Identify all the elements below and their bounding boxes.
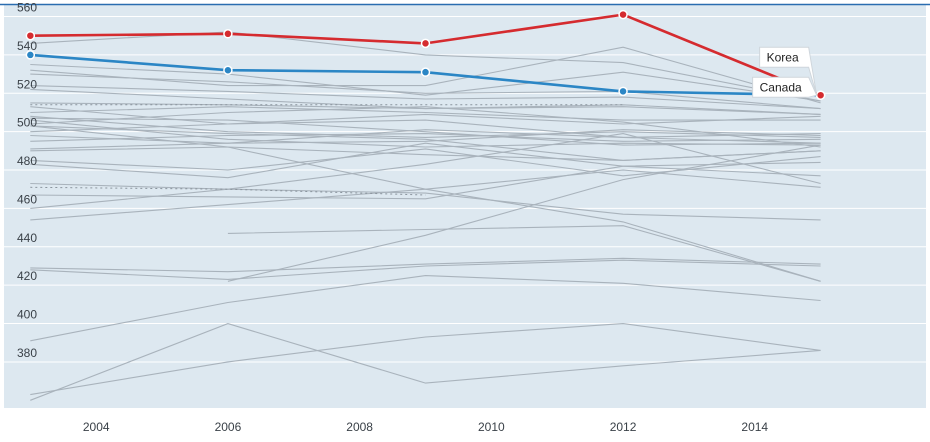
background-series-line-5 bbox=[30, 85, 821, 110]
korea-label-text: Korea bbox=[767, 51, 799, 65]
x-tick-label-2004: 2004 bbox=[83, 420, 110, 434]
x-axis-ticks: 2004 2006 2008 2010 2012 2014 bbox=[83, 420, 769, 434]
background-series-line-13 bbox=[30, 106, 821, 148]
y-tick-label-460: 460 bbox=[17, 192, 37, 206]
background-series-line-28 bbox=[30, 259, 821, 280]
canada-label-callout: Canada bbox=[752, 76, 818, 98]
plot-background bbox=[4, 5, 926, 408]
korea-label-callout: Korea bbox=[759, 46, 818, 96]
x-tick-label-2008: 2008 bbox=[346, 420, 373, 434]
korea-point-2015[interactable] bbox=[815, 90, 826, 100]
background-series-line-21 bbox=[30, 142, 821, 179]
canada-point-2006[interactable] bbox=[223, 65, 233, 75]
background-series-line-16 bbox=[30, 129, 821, 144]
y-axis-ticks: 380 400 420 440 460 480 500 520 540 560 bbox=[17, 1, 37, 360]
background-series-line-24 bbox=[30, 188, 821, 221]
background-series-line-26 bbox=[30, 125, 821, 282]
background-series-line-23 bbox=[30, 161, 821, 200]
background-series-line-32 bbox=[227, 225, 821, 282]
korea-label-box bbox=[759, 46, 818, 96]
background-series-line-7 bbox=[30, 102, 821, 115]
series-labels: Korea Canada bbox=[752, 46, 818, 98]
dashed-series bbox=[30, 104, 624, 196]
y-tick-label-520: 520 bbox=[17, 77, 37, 91]
background-series-line-8 bbox=[30, 106, 821, 125]
background-series-line-4 bbox=[30, 73, 821, 110]
y-tick-label-400: 400 bbox=[17, 308, 37, 322]
canada-point-2009[interactable] bbox=[420, 67, 431, 77]
background-series bbox=[30, 31, 821, 401]
korea-point-2003[interactable] bbox=[25, 30, 36, 41]
background-series-line-30 bbox=[30, 323, 821, 401]
canada-label-text: Canada bbox=[760, 81, 802, 95]
x-tick-label-2014: 2014 bbox=[741, 420, 768, 434]
x-tick-label-2010: 2010 bbox=[478, 420, 505, 434]
canada-point-2012[interactable] bbox=[618, 86, 628, 97]
background-series-line-19 bbox=[30, 146, 821, 161]
background-series-line-3 bbox=[30, 46, 821, 104]
background-series-line-29 bbox=[30, 275, 821, 342]
highlighted-series bbox=[25, 9, 826, 100]
y-tick-label-420: 420 bbox=[17, 269, 37, 283]
background-series-line-17 bbox=[30, 133, 821, 142]
y-tick-label-380: 380 bbox=[17, 346, 37, 360]
background-series-line-22 bbox=[30, 133, 821, 190]
background-series-line-27 bbox=[30, 257, 821, 273]
background-series-line-15 bbox=[30, 119, 821, 138]
canada-label-box bbox=[752, 76, 818, 98]
korea-point-2009[interactable] bbox=[420, 38, 431, 49]
y-tick-label-440: 440 bbox=[17, 231, 37, 245]
canada-point-2003[interactable] bbox=[25, 50, 36, 60]
background-series-line-11 bbox=[30, 117, 821, 146]
background-series-line-33 bbox=[227, 144, 821, 282]
korea-point-2006[interactable] bbox=[223, 29, 233, 39]
y-tick-label-540: 540 bbox=[17, 39, 37, 53]
y-tick-label-480: 480 bbox=[17, 154, 37, 168]
background-series-line-31 bbox=[30, 323, 821, 396]
x-tick-label-2012: 2012 bbox=[610, 420, 637, 434]
dashed-series-line-1 bbox=[30, 186, 426, 196]
y-tick-label-500: 500 bbox=[17, 116, 37, 130]
background-series-line-2 bbox=[30, 63, 821, 102]
background-series-line-18 bbox=[30, 129, 821, 150]
background-series-line-9 bbox=[30, 106, 821, 121]
y-tick-label-560: 560 bbox=[17, 1, 37, 15]
background-series-line-12 bbox=[30, 119, 821, 148]
x-tick-label-2006: 2006 bbox=[215, 420, 242, 434]
korea-point-2012[interactable] bbox=[618, 9, 628, 20]
